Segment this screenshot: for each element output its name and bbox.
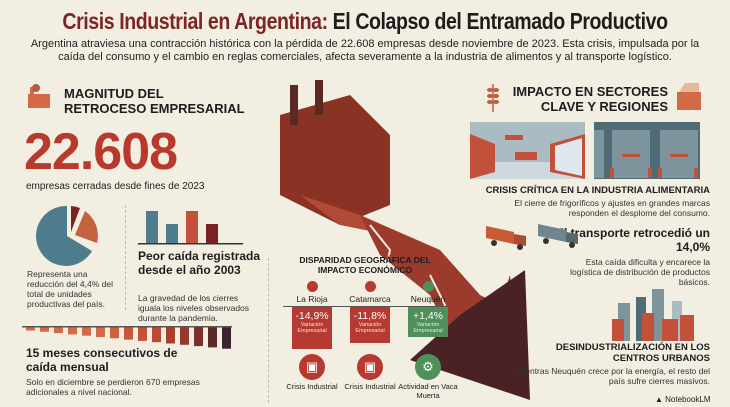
urban-title: DESINDUSTRIALIZACIÓN EN LOS CENTROS URBA… — [555, 342, 710, 364]
month-bar — [152, 327, 161, 343]
geo-baseline — [283, 306, 448, 307]
region-name: La Rioja — [296, 294, 328, 304]
region-name: Neuquén — [410, 294, 446, 304]
region-marker — [423, 281, 434, 292]
food-crisis-text: El cierre de frigoríficos y ajustes en g… — [514, 198, 710, 218]
month-bar — [82, 327, 91, 336]
worst-drop-text: La gravedad de los cierres iguala los ni… — [138, 293, 250, 323]
month-bar — [40, 327, 49, 332]
factory-icon — [28, 84, 50, 108]
months-title: 15 meses consecutivos de caída mensual — [26, 346, 178, 374]
magnitude-heading: MAGNITUD DEL RETROCESO EMPRESARIAL — [64, 86, 245, 116]
month-bar — [124, 327, 133, 340]
empty-supermarket-image — [470, 122, 585, 179]
closed-shutters-image — [594, 122, 700, 179]
food-crisis-title: CRISIS CRÍTICA EN LA INDUSTRIA ALIMENTAR… — [485, 185, 710, 196]
bar-chart-icon — [138, 211, 243, 245]
monthly-decline-bars — [22, 326, 232, 349]
month-bar — [110, 327, 119, 339]
region-name: Catamarca — [349, 294, 391, 304]
subtitle: Argentina atraviesa una contracción hist… — [30, 38, 700, 63]
region-label: Actividad en Vaca Muerta — [398, 382, 458, 400]
month-bar — [96, 327, 105, 337]
divider — [125, 205, 126, 310]
pie-slice-loss — [71, 206, 80, 232]
box-icon — [677, 83, 701, 110]
pie-slice-fragment — [75, 211, 98, 243]
urban-text: Mientras Neuquén crece por la energía, e… — [516, 366, 710, 386]
worst-drop-title: Peor caída registrada desde el año 2003 — [138, 249, 261, 277]
region-label: Crisis Industrial — [344, 382, 396, 391]
notebooklm-brand: ▲ NotebookLM — [655, 395, 711, 404]
month-bar — [222, 327, 231, 349]
sectors-heading: IMPACTO EN SECTORES CLAVE Y REGIONES — [512, 84, 668, 114]
factory-icon: ▣ — [299, 354, 325, 380]
page-title: Crisis Industrial en Argentina: El Colap… — [62, 8, 668, 34]
closed-companies-caption: empresas cerradas desde fines de 2023 — [26, 181, 205, 192]
month-bar — [68, 327, 77, 335]
month-bar — [166, 327, 175, 344]
region-variation: +1,4% Variación Empresarial — [408, 307, 448, 337]
oil-pump-icon: ⚙ — [415, 354, 441, 380]
month-bar — [26, 327, 35, 331]
pie-caption: Representa una reducción del 4,4% del to… — [27, 269, 114, 309]
region-marker — [307, 281, 318, 292]
month-bar — [208, 327, 217, 348]
transport-title: El transporte retrocedió un 14,0% — [555, 226, 710, 254]
region-variation: -14,9% Variación Empresarial — [292, 307, 332, 349]
orange-truck-icon — [486, 226, 526, 250]
pie-slice-rest — [36, 205, 92, 266]
closed-companies-number: 22.608 — [24, 123, 178, 181]
wheat-icon — [487, 84, 499, 112]
divider — [268, 258, 269, 403]
region-marker — [365, 281, 376, 292]
transport-text: Esta caída dificulta y encarece la logís… — [570, 257, 710, 287]
month-bar — [180, 327, 189, 345]
month-bar — [54, 327, 63, 334]
month-bar — [138, 327, 147, 341]
month-bar — [194, 327, 203, 347]
months-text: Solo en diciembre se perdieron 670 empre… — [26, 377, 200, 397]
region-label: Crisis Industrial — [286, 382, 338, 391]
region-variation: -11,8% Variación Empresarial — [350, 307, 390, 343]
city-skyline-icon — [612, 289, 694, 341]
pie-chart — [36, 205, 98, 266]
factory-icon: ▣ — [357, 354, 383, 380]
geo-title: DISPARIDAD GEOGRÁFICA DEL IMPACTO ECONÓM… — [299, 255, 431, 275]
gray-truck-icon — [538, 224, 578, 248]
